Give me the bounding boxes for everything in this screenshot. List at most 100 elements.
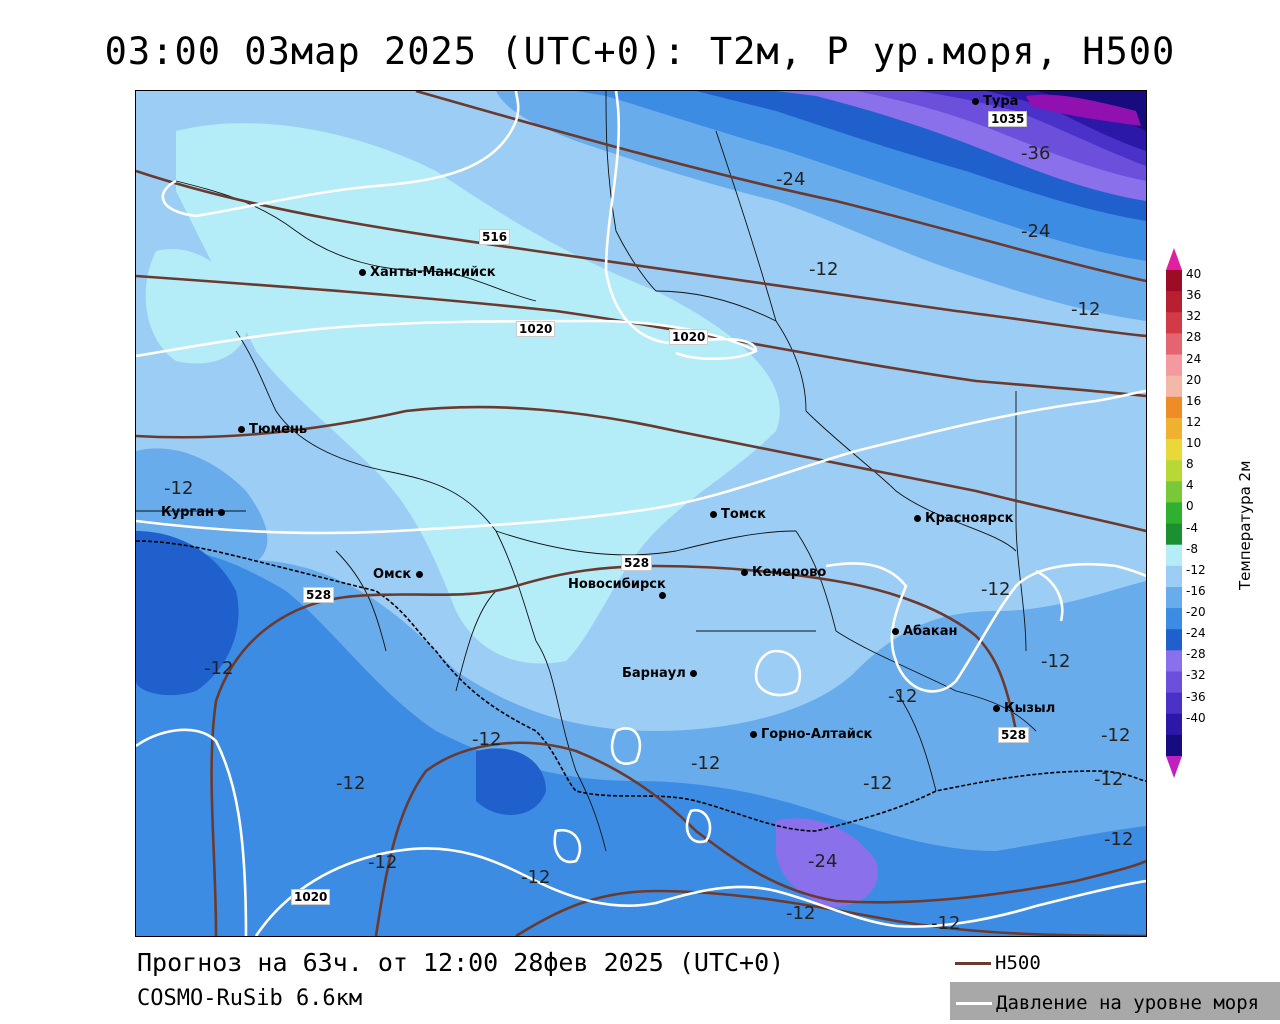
legend-pressure-label: Давление на уровне моря xyxy=(996,992,1260,1014)
pressure-label: 1020 xyxy=(291,889,331,905)
colorbar-level-label: -12 xyxy=(1186,562,1206,577)
colorbar-title: Температура 2м xyxy=(1236,460,1254,590)
pressure-line-icon xyxy=(956,1002,992,1005)
pressure-label: 1035 xyxy=(988,111,1028,127)
city-marker-icon xyxy=(750,731,757,738)
isotherm-label: -24 xyxy=(808,851,838,872)
colorbar-level-label: 8 xyxy=(1186,457,1194,472)
colorbar-level-label: 36 xyxy=(1186,288,1202,303)
colorbar-swatch xyxy=(1166,291,1182,313)
colorbar-level-label: -8 xyxy=(1186,541,1198,556)
forecast-map: Тура Ханты-Мансийск Тюмень Курган Омск Т… xyxy=(135,90,1147,937)
city-marker-icon xyxy=(659,592,666,599)
city-label: Тюмень xyxy=(249,422,308,437)
isotherm-label: -12 xyxy=(809,259,839,280)
city-krasnoyarsk: Красноярск xyxy=(914,511,1014,526)
isotherm-label: -24 xyxy=(776,169,806,190)
city-label: Курган xyxy=(161,505,214,520)
isotherm-label: -12 xyxy=(1041,651,1071,672)
colorbar-level-label: -32 xyxy=(1186,668,1206,683)
isotherm-label: -12 xyxy=(336,773,366,794)
temperature-band-16-12 xyxy=(136,548,1146,936)
city-marker-icon xyxy=(993,705,1000,712)
colorbar-swatch xyxy=(1166,502,1182,525)
colorbar-level-label: 16 xyxy=(1186,393,1202,408)
legend-h500: H500 xyxy=(955,952,1041,974)
city-label: Томск xyxy=(721,507,766,522)
temperature-band-warm xyxy=(176,123,780,664)
h500-label: 528 xyxy=(998,727,1030,743)
isotherm-label: -24 xyxy=(1021,221,1051,242)
city-gorno-altaysk: Горно-Алтайск xyxy=(750,727,872,742)
city-marker-icon xyxy=(741,569,748,576)
colorbar-swatch xyxy=(1166,375,1182,398)
colorbar-level-label: -24 xyxy=(1186,626,1206,641)
city-omsk: Омск xyxy=(373,567,427,582)
city-label: Барнаул xyxy=(622,666,686,681)
city-kemerovo: Кемерово xyxy=(741,565,826,580)
pressure-label: 1020 xyxy=(669,329,709,345)
colorbar-level-label: 12 xyxy=(1186,414,1202,429)
region-borders xyxy=(136,91,1037,852)
colorbar-swatch xyxy=(1166,354,1182,377)
h500-label: 528 xyxy=(621,555,653,571)
city-marker-icon xyxy=(690,670,698,677)
forecast-info: Прогноз на 63ч. от 12:00 28фев 2025 (UTC… xyxy=(137,948,785,977)
colorbar-level-label: -20 xyxy=(1186,605,1206,620)
colorbar-level-label: -4 xyxy=(1186,520,1198,535)
isotherm-label: -12 xyxy=(691,753,721,774)
isotherm-label: -12 xyxy=(204,658,234,679)
city-label: Красноярск xyxy=(925,511,1014,526)
city-label: Кызыл xyxy=(1004,701,1056,716)
isotherm-label: -12 xyxy=(164,478,194,499)
isotherm-label: -12 xyxy=(1094,769,1124,790)
map-graphics xyxy=(136,91,1146,936)
city-barnaul: Барнаул xyxy=(622,666,701,681)
colorbar-swatch xyxy=(1166,629,1182,651)
colorbar-level-label: -16 xyxy=(1186,583,1206,598)
colorbar-swatch xyxy=(1166,270,1182,292)
colorbar-swatch xyxy=(1166,608,1182,630)
colorbar-swatch xyxy=(1166,481,1182,503)
h500-line-icon xyxy=(955,962,991,965)
colorbar-bottom-arrow xyxy=(1166,756,1182,778)
h500-label: 516 xyxy=(479,229,511,245)
colorbar-level-label: 40 xyxy=(1186,267,1202,281)
colorbar-swatch xyxy=(1166,713,1182,736)
isotherm-label: -12 xyxy=(981,579,1011,600)
colorbar-swatch xyxy=(1166,544,1182,567)
city-tura: Тура xyxy=(972,94,1018,109)
colorbar-swatch xyxy=(1166,650,1182,672)
temperature-band-ne-40 xyxy=(1036,91,1146,131)
colorbar-level-label: -28 xyxy=(1186,647,1206,662)
colorbar-swatch xyxy=(1166,734,1182,757)
isotherm-label: -12 xyxy=(472,729,502,750)
colorbar-level-label: 0 xyxy=(1186,499,1194,514)
city-marker-icon xyxy=(972,98,979,105)
temperature-spot-kazakh xyxy=(476,748,546,815)
map-title: 03:00 03мар 2025 (UTC+0): T2м, P ур.моря… xyxy=(104,30,1176,73)
colorbar-swatch xyxy=(1166,671,1182,694)
colorbar-level-label: 32 xyxy=(1186,309,1202,324)
city-kurgan: Курган xyxy=(161,505,229,520)
isotherm-label: -12 xyxy=(1104,829,1134,850)
colorbar-swatch xyxy=(1166,692,1182,715)
colorbar-level-label: 24 xyxy=(1186,351,1202,366)
h500-label: 528 xyxy=(303,587,335,603)
isotherm-label: -12 xyxy=(786,903,816,924)
city-label: Омск xyxy=(373,567,412,582)
isotherm-label: -36 xyxy=(1021,143,1051,164)
city-marker-icon xyxy=(914,515,921,522)
city-marker-icon xyxy=(415,571,423,578)
city-marker-icon xyxy=(892,628,899,635)
colorbar-swatch xyxy=(1166,565,1182,588)
city-label: Абакан xyxy=(903,624,958,639)
colorbar-swatch xyxy=(1166,312,1182,334)
colorbar-swatch xyxy=(1166,417,1182,440)
colorbar-level-label: 4 xyxy=(1186,478,1194,493)
isotherm-label: -12 xyxy=(521,867,551,888)
colorbar-swatch xyxy=(1166,460,1182,482)
temperature-band-20-16-west xyxy=(136,531,239,696)
city-tomsk: Томск xyxy=(710,507,766,522)
city-tyumen: Тюмень xyxy=(238,422,307,437)
